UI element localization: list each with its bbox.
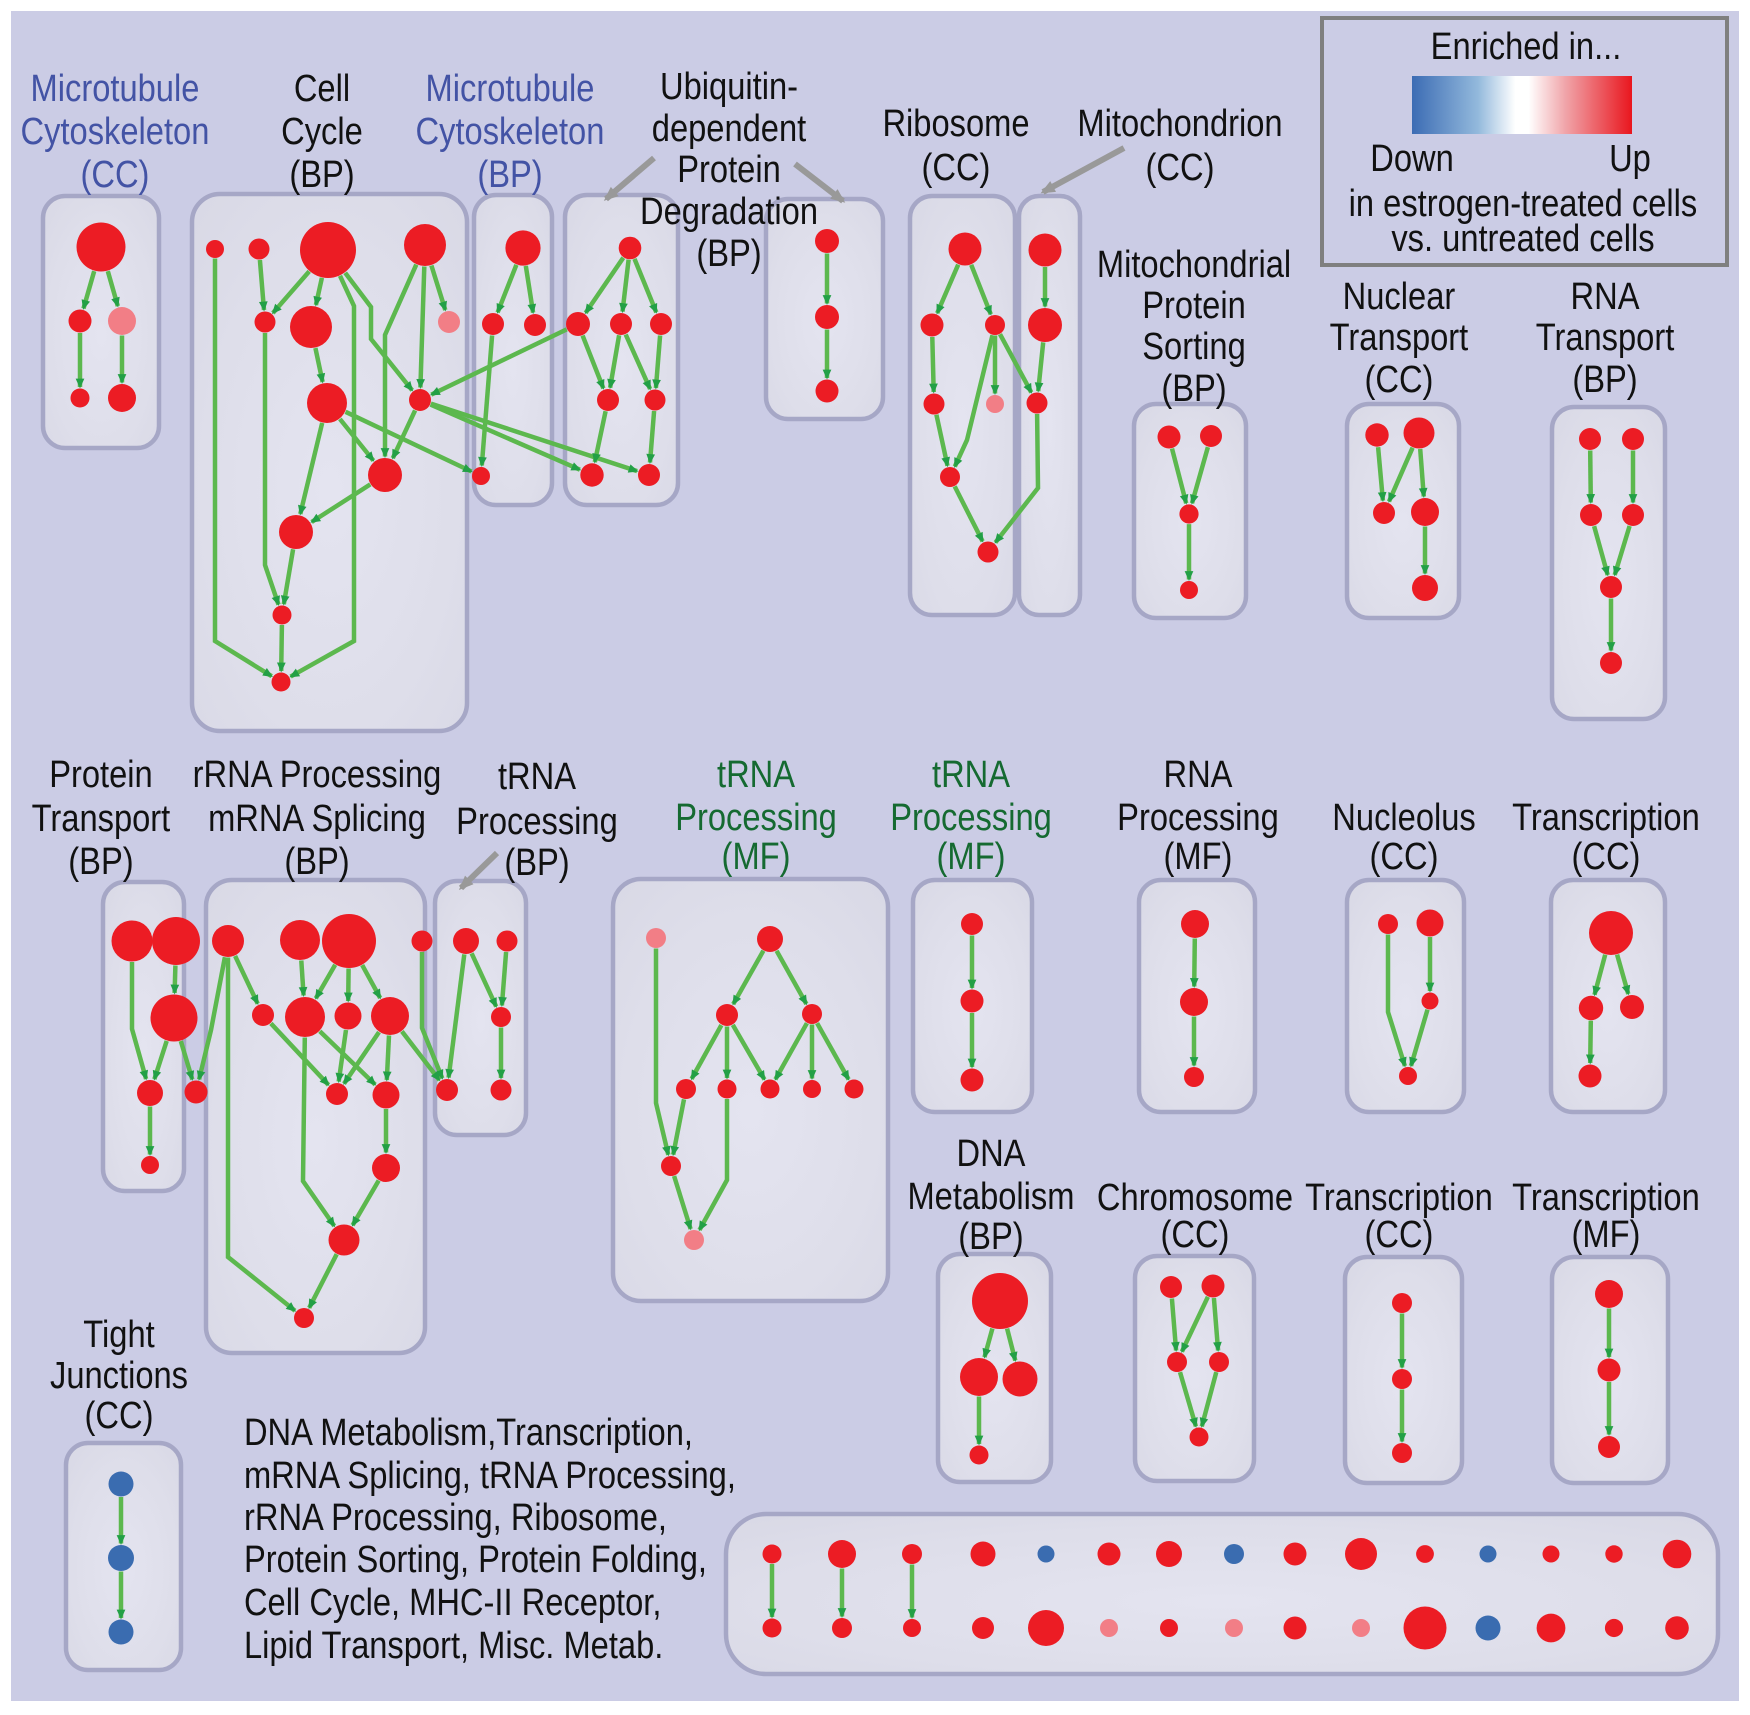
svg-text:RNA: RNA <box>1163 753 1232 796</box>
svg-text:Ubiquitin-: Ubiquitin- <box>660 65 798 108</box>
svg-text:Transport: Transport <box>32 797 171 840</box>
svg-text:Lipid Transport, Misc. Metab.: Lipid Transport, Misc. Metab. <box>244 1624 663 1667</box>
svg-text:(CC): (CC) <box>85 1394 154 1437</box>
svg-text:(MF): (MF) <box>937 835 1006 878</box>
svg-text:(CC): (CC) <box>1571 835 1640 878</box>
svg-text:(BP): (BP) <box>504 841 569 884</box>
svg-text:Up: Up <box>1609 137 1651 180</box>
svg-text:(CC): (CC) <box>1364 358 1433 401</box>
svg-text:Cytoskeleton: Cytoskeleton <box>416 110 605 153</box>
svg-text:rRNA Processing, Ribosome,: rRNA Processing, Ribosome, <box>244 1496 667 1539</box>
svg-text:(BP): (BP) <box>1572 358 1637 401</box>
svg-text:Protein: Protein <box>49 753 152 796</box>
svg-text:(BP): (BP) <box>696 232 761 275</box>
svg-text:Nuclear: Nuclear <box>1343 275 1456 318</box>
svg-text:mRNA Splicing: mRNA Splicing <box>208 797 426 840</box>
svg-text:Ribosome: Ribosome <box>882 102 1029 145</box>
svg-text:Processing: Processing <box>890 796 1052 839</box>
svg-text:dependent: dependent <box>652 107 807 150</box>
svg-text:Cytoskeleton: Cytoskeleton <box>21 110 210 153</box>
svg-text:Transcription: Transcription <box>1305 1176 1493 1219</box>
svg-text:Transport: Transport <box>1330 316 1469 359</box>
svg-text:Sorting: Sorting <box>1142 325 1245 368</box>
svg-text:Microtubule: Microtubule <box>31 67 200 110</box>
svg-text:(BP): (BP) <box>1161 367 1226 410</box>
svg-text:Cycle: Cycle <box>281 110 363 153</box>
svg-text:(BP): (BP) <box>68 840 133 883</box>
svg-text:Processing: Processing <box>675 796 837 839</box>
svg-text:vs. untreated cells: vs. untreated cells <box>1391 217 1654 260</box>
svg-text:mRNA Splicing, tRNA Processing: mRNA Splicing, tRNA Processing, <box>244 1454 736 1497</box>
svg-text:Nucleolus: Nucleolus <box>1332 796 1475 839</box>
svg-text:Microtubule: Microtubule <box>426 67 595 110</box>
svg-text:tRNA: tRNA <box>932 753 1010 796</box>
svg-text:(CC): (CC) <box>1370 835 1439 878</box>
svg-text:DNA Metabolism,Transcription,: DNA Metabolism,Transcription, <box>244 1411 693 1454</box>
svg-text:(CC): (CC) <box>81 153 150 196</box>
svg-text:tRNA: tRNA <box>717 753 795 796</box>
svg-text:(MF): (MF) <box>1164 835 1233 878</box>
svg-text:rRNA Processing: rRNA Processing <box>193 753 442 796</box>
svg-text:Transcription: Transcription <box>1512 796 1700 839</box>
svg-text:(BP): (BP) <box>289 153 354 196</box>
svg-text:(BP): (BP) <box>958 1215 1023 1258</box>
svg-text:Cell: Cell <box>294 67 350 110</box>
svg-text:Protein: Protein <box>677 148 780 191</box>
svg-text:Transcription: Transcription <box>1512 1176 1700 1219</box>
svg-text:(CC): (CC) <box>1146 146 1215 189</box>
svg-text:tRNA: tRNA <box>498 755 576 798</box>
svg-text:Processing: Processing <box>456 800 618 843</box>
svg-text:Junctions: Junctions <box>50 1354 188 1397</box>
svg-text:Mitochondrial: Mitochondrial <box>1097 243 1291 286</box>
svg-text:DNA: DNA <box>956 1132 1025 1175</box>
svg-text:Protein: Protein <box>1142 284 1245 327</box>
svg-text:(CC): (CC) <box>1364 1213 1433 1256</box>
svg-text:Cell Cycle, MHC-II Receptor,: Cell Cycle, MHC-II Receptor, <box>244 1581 661 1624</box>
svg-text:(CC): (CC) <box>922 146 991 189</box>
svg-text:Chromosome: Chromosome <box>1097 1176 1293 1219</box>
svg-text:Down: Down <box>1370 137 1454 180</box>
svg-text:(CC): (CC) <box>1160 1213 1229 1256</box>
svg-text:Protein Sorting, Protein Foldi: Protein Sorting, Protein Folding, <box>244 1538 707 1581</box>
svg-text:(MF): (MF) <box>1571 1213 1640 1256</box>
svg-text:(BP): (BP) <box>477 153 542 196</box>
svg-text:RNA: RNA <box>1571 275 1640 318</box>
svg-text:Enriched in...: Enriched in... <box>1431 25 1622 68</box>
svg-text:Metabolism: Metabolism <box>907 1175 1074 1218</box>
svg-text:Mitochondrion: Mitochondrion <box>1077 102 1282 145</box>
svg-text:Degradation: Degradation <box>640 190 818 233</box>
svg-text:Tight: Tight <box>83 1313 155 1356</box>
svg-text:(BP): (BP) <box>284 840 349 883</box>
svg-text:in estrogen-treated cells: in estrogen-treated cells <box>1349 182 1698 225</box>
svg-text:Processing: Processing <box>1117 796 1279 839</box>
svg-text:Transport: Transport <box>1536 316 1675 359</box>
svg-text:(MF): (MF) <box>722 835 791 878</box>
